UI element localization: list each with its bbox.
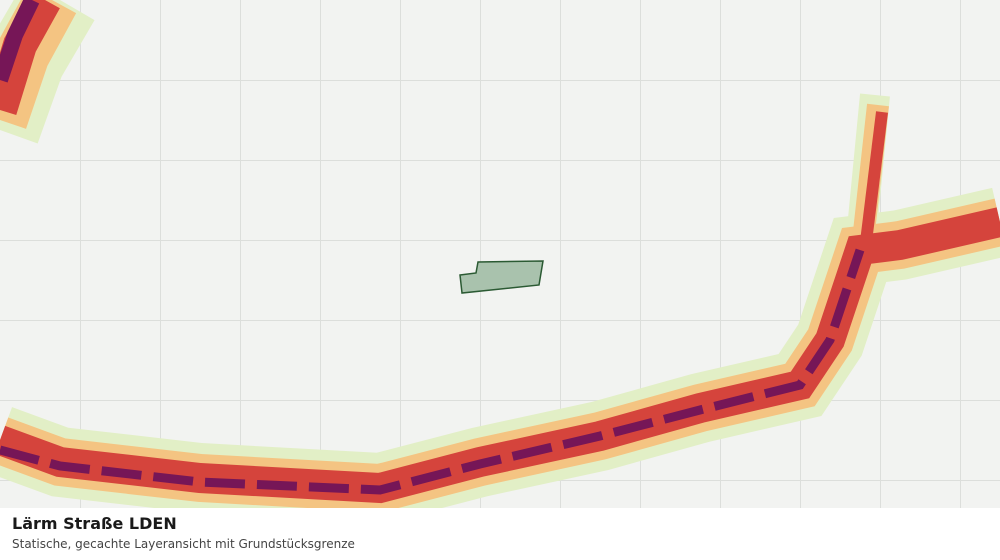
noise-band-main xyxy=(0,93,1000,508)
parcel-boundary[interactable] xyxy=(459,260,544,294)
legend-panel: Lärm Straße LDEN Statische, gecachte Lay… xyxy=(0,508,1000,560)
noise-zone-high xyxy=(859,111,888,251)
noise-zone-very-high xyxy=(0,248,865,495)
noise-zone-very-high xyxy=(0,0,40,83)
layer-subtitle: Statische, gecachte Layeransicht mit Gru… xyxy=(12,537,355,551)
layer-title: Lärm Straße LDEN xyxy=(12,514,177,533)
map-view xyxy=(0,0,1000,508)
noise-band-northwest xyxy=(0,0,95,144)
